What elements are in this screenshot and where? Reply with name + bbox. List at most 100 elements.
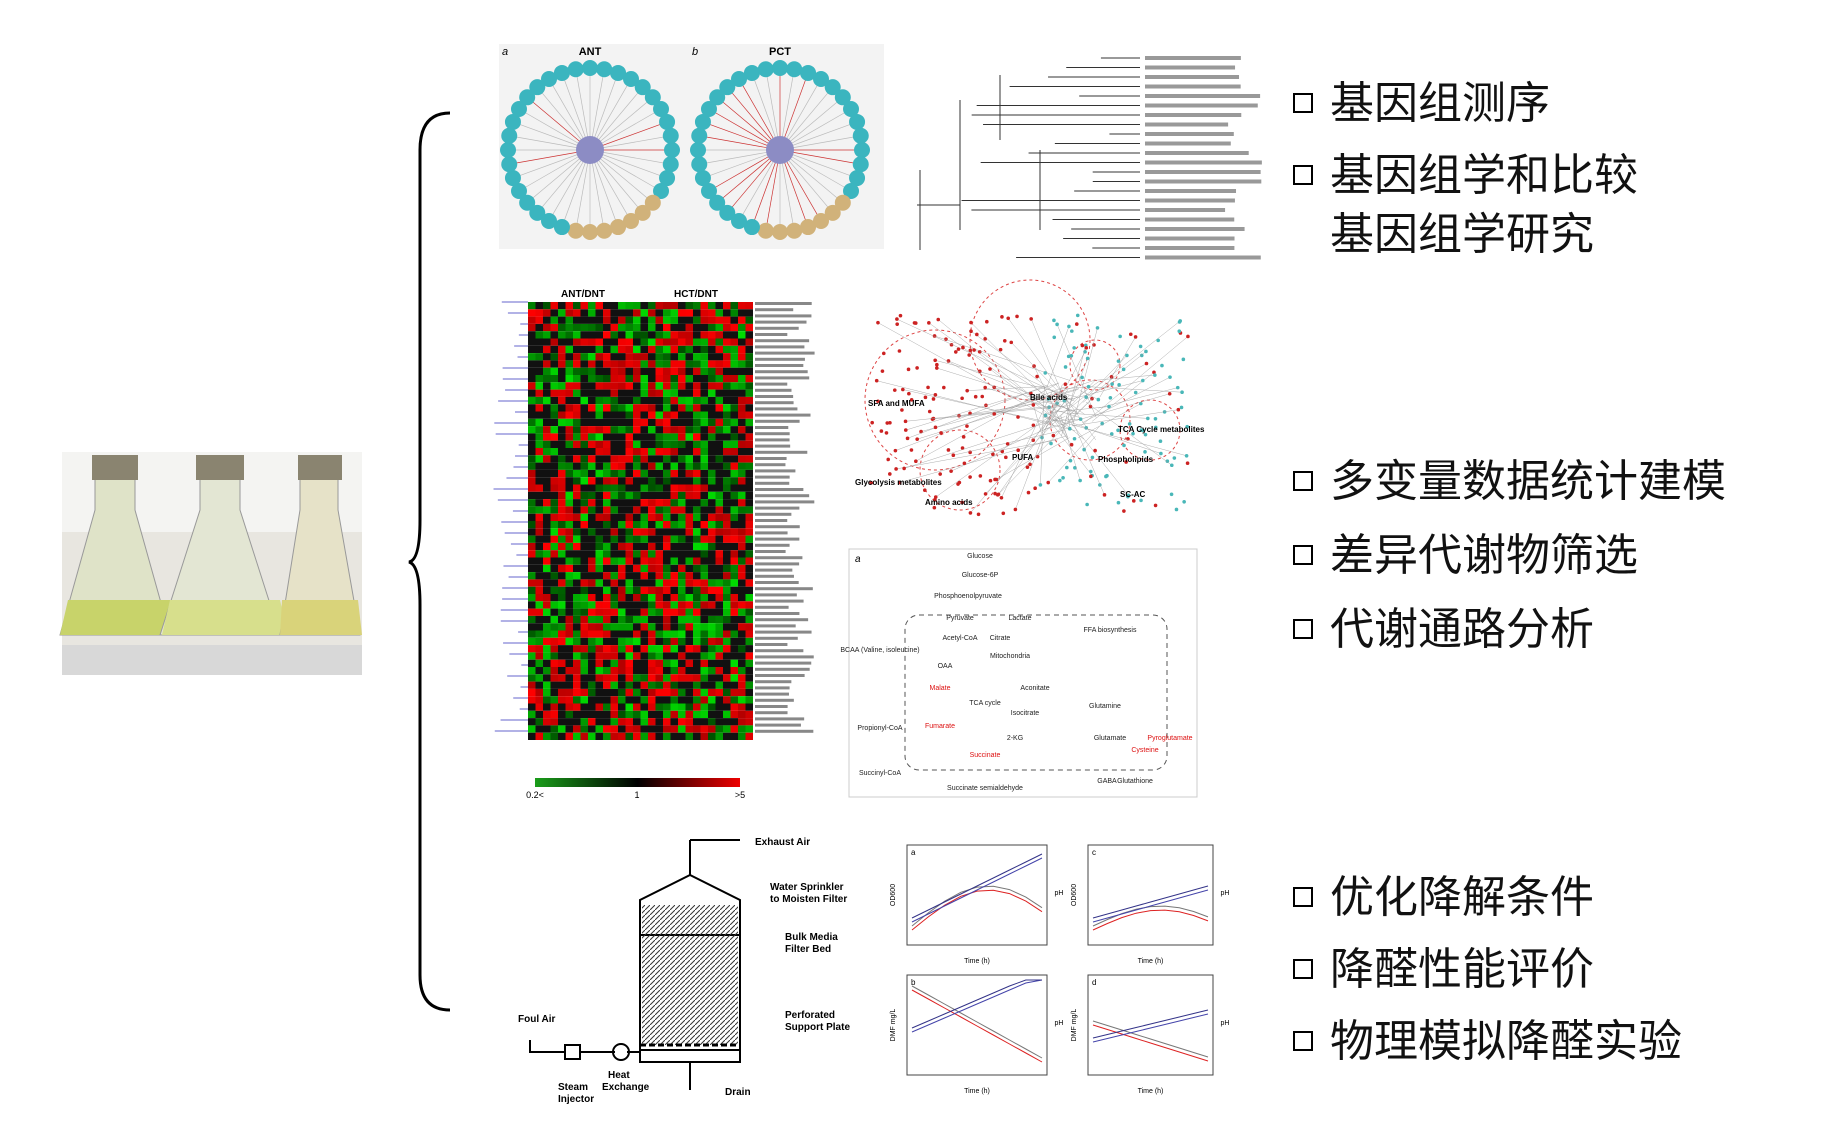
metabolite-node — [1133, 335, 1138, 339]
heat-cell — [558, 718, 566, 726]
heat-cell — [618, 696, 626, 704]
heat-cell — [565, 323, 573, 332]
heat-cell — [685, 477, 693, 485]
heat-cell — [588, 645, 596, 653]
heat-cell — [670, 652, 678, 660]
heat-cell — [535, 375, 543, 383]
heat-cell — [595, 535, 603, 543]
heat-cell — [700, 652, 708, 660]
row-label — [755, 450, 808, 454]
gene-node — [553, 64, 570, 81]
heat-cell — [603, 615, 611, 624]
heat-cell — [618, 703, 626, 711]
metabolite-node — [1006, 316, 1011, 321]
heat-cell — [595, 426, 603, 434]
heat-cell — [543, 469, 551, 478]
heat-cell — [588, 674, 596, 682]
heat-cell — [730, 718, 738, 726]
heat-cell — [678, 389, 686, 397]
heat-cell — [633, 732, 641, 740]
heat-cell — [640, 396, 648, 405]
bullet-text: 差异代谢物筛选 — [1330, 530, 1638, 581]
heat-cell — [588, 477, 596, 485]
heat-cell — [573, 725, 581, 733]
metabolite-node — [969, 320, 973, 325]
heat-cell — [655, 630, 663, 638]
heat-cell — [715, 323, 723, 332]
heat-cell — [603, 594, 611, 602]
heat-cell — [655, 542, 663, 551]
heat-cell — [730, 725, 738, 733]
heat-cell — [648, 601, 656, 609]
heat-cell — [580, 681, 588, 689]
heat-cell — [633, 557, 641, 565]
metabolite-node — [977, 349, 982, 354]
curve — [911, 985, 1043, 1059]
heat-cell — [595, 338, 603, 346]
heat-cell — [670, 433, 678, 441]
metabolite-node — [975, 332, 979, 337]
heat-cell — [670, 710, 678, 719]
heat-cell — [715, 703, 723, 711]
heat-cell — [633, 659, 641, 667]
metabolite-node — [1177, 329, 1182, 334]
heat-cell — [745, 302, 753, 310]
heat-cell — [670, 521, 678, 529]
row-label — [755, 692, 789, 696]
heat-cell — [655, 608, 663, 616]
heat-cell — [550, 623, 558, 631]
heat-cell — [573, 389, 581, 397]
heat-cell — [573, 309, 581, 317]
heat-cell — [558, 696, 566, 704]
heat-cell — [663, 608, 671, 616]
heat-cell — [535, 506, 543, 514]
heat-cell — [633, 302, 641, 310]
heat-cell — [685, 696, 693, 704]
heat-cell — [730, 550, 738, 558]
metabolite-node — [1138, 401, 1143, 406]
heat-cell — [550, 652, 558, 660]
heat-cell — [558, 528, 566, 536]
heat-cell — [715, 594, 723, 602]
metabolite-node — [876, 320, 880, 325]
heat-cell — [625, 323, 633, 332]
heat-cell — [618, 732, 626, 740]
heat-cell — [535, 448, 543, 456]
heat-cell — [723, 462, 731, 470]
heat-cell — [715, 345, 723, 354]
heat-cell — [535, 491, 543, 500]
edge — [1099, 336, 1136, 398]
heat-cell — [543, 557, 551, 565]
heat-cell — [558, 323, 566, 332]
heat-cell — [693, 550, 701, 558]
heat-cell — [678, 316, 686, 324]
panel-title: PCT — [769, 46, 791, 58]
metabolite-node — [946, 359, 951, 363]
heat-cell — [700, 396, 708, 405]
metabolite-node — [1035, 374, 1039, 379]
heat-cell — [610, 601, 618, 609]
heat-cell — [610, 703, 618, 711]
heat-cell — [685, 440, 693, 448]
heat-cell — [693, 353, 701, 361]
heat-cell — [580, 418, 588, 427]
heat-cell — [663, 718, 671, 726]
heat-cell — [550, 499, 558, 507]
bullet-box — [1293, 959, 1313, 979]
heat-cell — [528, 637, 536, 646]
row-label — [755, 444, 791, 448]
heat-cell — [678, 615, 686, 624]
gene-node — [694, 113, 711, 130]
heat-cell — [655, 404, 663, 412]
heat-cell — [573, 455, 581, 463]
heat-cell — [625, 396, 633, 405]
heat-cell — [618, 564, 626, 573]
heat-cell — [700, 338, 708, 346]
heat-cell — [715, 396, 723, 405]
heat-cell — [588, 630, 596, 638]
heat-cell — [528, 382, 536, 390]
heat-cell — [678, 499, 686, 507]
heat-cell — [738, 499, 746, 507]
biofilter-label: Exchange — [602, 1082, 650, 1093]
heat-cell — [730, 703, 738, 711]
